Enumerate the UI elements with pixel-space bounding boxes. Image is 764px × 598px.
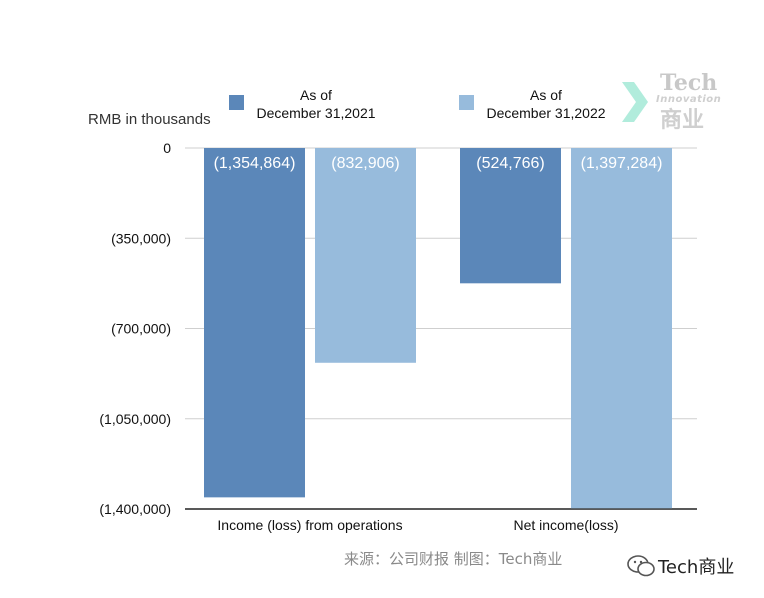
data-label: (1,354,864) [214,155,296,172]
y-axis-unit-label: RMB in thousands [88,111,211,128]
bar [204,148,305,498]
y-tick-label: (350,000) [111,230,171,246]
legend-label-2022: As of December 31,2022 [480,86,612,122]
legend-swatch-2021 [229,95,244,110]
y-tick-label: 0 [163,140,171,156]
logo-text-shangye: 商业 [660,108,705,133]
data-label: (1,397,284) [581,155,663,172]
y-tick-label: (1,400,000) [99,501,171,517]
data-label: (832,906) [331,155,400,172]
wechat-account-name: Tech商业 [658,557,735,578]
legend-label-2021: As of December 31,2021 [250,86,382,122]
data-label: (524,766) [476,155,545,172]
legend-label-2022-line1: As of [530,87,562,103]
x-category-label: Income (loss) from operations [217,517,402,533]
legend-label-2022-line2: December 31,2022 [486,105,606,121]
y-tick-label: (700,000) [111,321,171,337]
logo-text-tech: Tech [660,70,718,96]
x-category-label: Net income(loss) [513,517,618,533]
bar [315,148,416,363]
wechat-watermark: Tech商业 [626,553,734,579]
legend-swatch-2022 [459,95,474,110]
source-caption: 来源：公司财报 制图：Tech商业 [344,550,563,568]
bar [460,148,561,284]
legend-label-2021-line2: December 31,2021 [256,105,376,121]
logo-arrow-icon [622,82,648,122]
tech-innovation-logo: Tech Innovation 商业 [620,70,724,133]
bar [571,148,672,509]
wechat-icon [627,555,655,577]
legend-label-2021-line1: As of [300,87,332,103]
logo-text-innovation: Innovation [656,94,722,105]
y-tick-label: (1,050,000) [99,411,171,427]
